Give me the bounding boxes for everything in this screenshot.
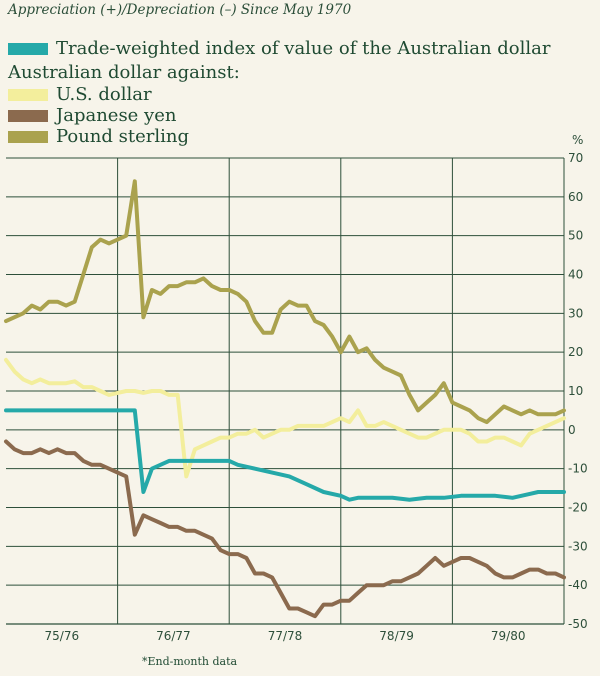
legend-label-gbp: Pound sterling bbox=[56, 126, 190, 147]
y-tick-label: 30 bbox=[568, 306, 583, 320]
chart-subtitle: Appreciation (+)/Depreciation (–) Since … bbox=[8, 2, 352, 18]
x-period-label: 75/76 bbox=[45, 629, 80, 643]
y-tick-label: 70 bbox=[568, 151, 583, 165]
y-tick-label: -30 bbox=[568, 539, 588, 553]
legend-label-jpy: Japanese yen bbox=[56, 105, 177, 126]
series-line-twi bbox=[4, 408, 566, 502]
y-axis-unit: % bbox=[572, 133, 583, 147]
legend-heading: Australian dollar against: bbox=[8, 62, 240, 83]
y-tick-label: 40 bbox=[568, 268, 583, 282]
legend-label-twi: Trade-weighted index of value of the Aus… bbox=[56, 38, 551, 59]
y-tick-label: 10 bbox=[568, 384, 583, 398]
legend-label-usd: U.S. dollar bbox=[56, 84, 152, 105]
legend-swatch-jpy bbox=[8, 109, 48, 122]
series-line-gbp bbox=[4, 179, 566, 425]
y-tick-label: -40 bbox=[568, 578, 588, 592]
legend-swatch-twi bbox=[8, 42, 48, 55]
y-tick-label: -20 bbox=[568, 501, 588, 515]
series-line-jpy bbox=[4, 439, 566, 619]
x-period-label: 77/78 bbox=[268, 629, 303, 643]
x-period-label: 76/77 bbox=[156, 629, 191, 643]
legend-swatch-usd bbox=[8, 88, 48, 101]
y-tick-label: -50 bbox=[568, 617, 588, 631]
legend-swatch-gbp bbox=[8, 130, 48, 143]
y-tick-label: 60 bbox=[568, 190, 583, 204]
y-tick-label: -10 bbox=[568, 462, 588, 476]
footnote: *End-month data bbox=[142, 655, 238, 668]
legend-item-twi: Trade-weighted index of value of the Aus… bbox=[8, 38, 551, 59]
y-tick-label: 20 bbox=[568, 345, 583, 359]
y-tick-label: 0 bbox=[568, 423, 576, 437]
legend-item-usd: U.S. dollar bbox=[8, 84, 152, 105]
y-tick-label: 50 bbox=[568, 229, 583, 243]
x-period-label: 79/80 bbox=[491, 629, 526, 643]
legend-item-jpy: Japanese yen bbox=[8, 105, 176, 126]
legend-item-gbp: Pound sterling bbox=[8, 126, 189, 147]
x-period-label: 78/79 bbox=[379, 629, 414, 643]
series-line-usd bbox=[4, 357, 566, 479]
